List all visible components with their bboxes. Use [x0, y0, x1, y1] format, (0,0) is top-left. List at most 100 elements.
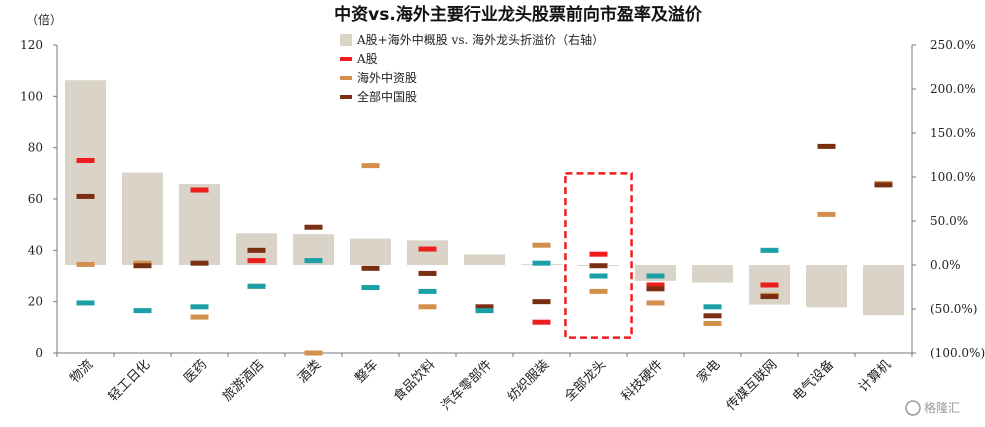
marker-series-3 [247, 283, 266, 289]
right-tick-label: 50.0% [930, 214, 968, 228]
premium-bar [691, 265, 734, 283]
marker-series-2 [304, 224, 323, 230]
marker-series-2 [760, 294, 779, 300]
marker-series-1 [304, 350, 323, 356]
premium-bars [64, 80, 905, 316]
legend-swatch-marker [340, 57, 352, 61]
premium-bar [634, 265, 677, 281]
marker-series-0 [76, 158, 95, 163]
category-label: 旅游酒店 [220, 357, 267, 404]
watermark: 格隆汇 [905, 400, 960, 416]
marker-series-3 [475, 308, 494, 314]
right-tick-label: 200.0% [930, 82, 976, 96]
marker-series-2 [418, 270, 437, 276]
marker-series-2 [532, 299, 551, 305]
marker-series-1 [361, 163, 380, 169]
marker-series-1 [817, 211, 836, 217]
marker-series-3 [418, 288, 437, 294]
category-label: 电气设备 [789, 357, 837, 405]
category-label: 整车 [352, 357, 382, 387]
marker-series-3 [304, 258, 323, 264]
category-label: 家电 [694, 357, 724, 387]
watermark-logo-icon [905, 400, 921, 416]
left-tick-label: 120 [20, 38, 43, 52]
right-tick-label: 250.0% [930, 38, 976, 52]
left-axis-unit: （倍） [26, 12, 62, 27]
category-label: 物流 [67, 357, 96, 386]
marker-series-2 [247, 247, 266, 253]
pe-markers [76, 143, 893, 356]
premium-bar [178, 184, 221, 265]
marker-series-2 [817, 143, 836, 149]
marker-series-0 [247, 258, 266, 264]
marker-series-2 [703, 313, 722, 319]
watermark-text: 格隆汇 [924, 400, 960, 415]
axes: 0 20 40 60 80 100 120 (100.0%) (50.0%) 0.0% 50.0% 1… [20, 38, 985, 360]
marker-series-2 [475, 304, 494, 310]
highlight-box [564, 172, 633, 339]
premium-bar [121, 172, 164, 265]
marker-series-2 [874, 182, 893, 188]
marker-series-1 [133, 260, 152, 266]
right-tick-label: 0.0% [930, 258, 961, 272]
premium-bar [463, 254, 506, 265]
marker-series-0 [190, 187, 209, 193]
marker-series-2 [190, 260, 209, 266]
marker-series-3 [361, 285, 380, 291]
legend-label-marker: 全部中国股 [357, 89, 417, 104]
premium-bar [862, 265, 905, 316]
legend-label-marker: A股 [356, 52, 378, 66]
premium-bar [64, 80, 107, 265]
marker-series-3 [133, 308, 152, 314]
premium-bar [805, 265, 848, 308]
category-label: 轻工日化 [106, 357, 153, 404]
marker-series-1 [646, 300, 665, 306]
legend-label-bar: A股+海外中概股 vs. 海外龙头折溢价（右轴） [356, 32, 604, 47]
marker-series-2 [133, 263, 152, 269]
marker-series-3 [760, 247, 779, 253]
marker-series-1 [190, 314, 209, 320]
category-label: 纺织服装 [505, 357, 552, 404]
category-label: 科技硬件 [619, 357, 666, 404]
marker-series-0 [532, 319, 551, 325]
marker-series-1 [532, 242, 551, 248]
left-tick-label: 60 [28, 192, 43, 206]
legend-swatch-marker [340, 76, 352, 80]
marker-series-3 [76, 300, 95, 306]
right-tick-label: 150.0% [930, 126, 976, 140]
marker-series-3 [646, 273, 665, 279]
premium-bar [349, 238, 392, 265]
marker-series-3 [532, 260, 551, 266]
left-tick-label: 40 [28, 243, 43, 257]
marker-series-0 [646, 282, 665, 288]
marker-series-1 [589, 288, 608, 294]
marker-series-1 [703, 320, 722, 326]
marker-series-3 [190, 304, 209, 310]
left-tick-label: 0 [35, 346, 43, 360]
marker-series-2 [361, 265, 380, 271]
left-tick-label: 100 [20, 89, 43, 103]
legend-label-marker: 海外中资股 [357, 70, 417, 85]
category-label: 传媒互联网 [724, 357, 781, 414]
marker-series-0 [589, 251, 608, 257]
category-label: 酒类 [295, 357, 324, 386]
marker-series-3 [589, 273, 608, 279]
right-tick-label: 100.0% [930, 170, 976, 184]
right-tick-label: (100.0%) [930, 346, 985, 360]
marker-series-3 [703, 304, 722, 310]
chart-title: 中资vs.海外主要行业龙头股票前向市盈率及溢价 [334, 4, 703, 25]
marker-series-0 [760, 282, 779, 288]
left-tick-label: 80 [28, 141, 43, 155]
category-label: 计算机 [856, 357, 894, 395]
marker-series-0 [418, 246, 437, 252]
marker-series-2 [646, 286, 665, 292]
highlight-rect [564, 172, 633, 339]
legend-swatch-bar [340, 34, 352, 46]
premium-bar [406, 240, 449, 265]
category-label: 医药 [181, 357, 210, 386]
category-label: 食品饮料 [390, 357, 438, 405]
category-labels: 物流 轻工日化 医药 旅游酒店 酒类 整车 食品饮料 汽车零部件 纺织服装 全部龙头 科技硬件 家电传… [67, 357, 894, 414]
marker-series-2 [589, 263, 608, 269]
